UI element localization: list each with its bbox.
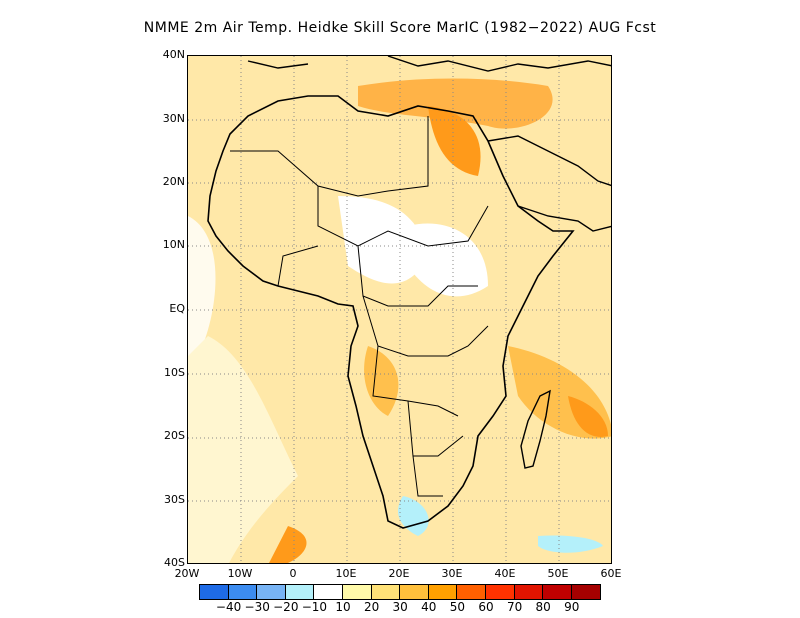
colorbar-label: 90: [564, 600, 580, 614]
colorbar-label: 30: [392, 600, 408, 614]
lon-label: 10W: [227, 567, 253, 580]
colorbar-swatch: [314, 585, 343, 599]
lon-label: 20E: [388, 567, 410, 580]
colorbar-label: 10: [335, 600, 351, 614]
colorbar-label: 80: [535, 600, 551, 614]
lat-label: 40N: [162, 48, 185, 61]
colorbar-swatch: [514, 585, 544, 599]
lat-label: 20S: [164, 429, 185, 442]
colorbar-label: −30: [244, 600, 270, 614]
lon-label: 60E: [600, 567, 622, 580]
colorbar-label: 70: [506, 600, 523, 614]
lat-label: 40S: [164, 556, 185, 569]
lat-label: 20N: [162, 175, 185, 188]
colorbar-swatch: [457, 585, 486, 599]
skill-map: [188, 56, 611, 563]
colorbar-label: −40: [215, 600, 242, 614]
lon-label: 30E: [441, 567, 463, 580]
lat-label: 30N: [162, 112, 185, 125]
lat-label: 10S: [164, 366, 185, 379]
europe-coast-outline: [247, 56, 611, 72]
colorbar-swatch: [543, 585, 572, 599]
colorbar-swatch: [200, 585, 229, 599]
arabian-peninsula-outline: [487, 135, 611, 232]
colorbar-swatch: [257, 585, 286, 599]
colorbar-swatch: [371, 585, 401, 599]
africa-coastline: [207, 95, 575, 529]
lon-label: 10E: [335, 567, 357, 580]
lat-lon-grid: [188, 56, 611, 563]
country-borders: [230, 116, 489, 497]
lon-label: 20W: [174, 567, 200, 580]
colorbar-swatch: [285, 585, 315, 599]
lon-label: 50E: [547, 567, 569, 580]
map-panel: [187, 55, 612, 564]
colorbar: [199, 584, 602, 600]
madagascar-outline: [520, 389, 551, 469]
colorbar-label: −10: [301, 600, 328, 614]
colorbar-label: −20: [273, 600, 299, 614]
lon-label: 40E: [494, 567, 516, 580]
colorbar-swatch: [485, 585, 515, 599]
lat-label: 30S: [164, 493, 185, 506]
colorbar-label: 20: [363, 600, 380, 614]
colorbar-swatch: [428, 585, 458, 599]
colorbar-swatch: [342, 585, 372, 599]
colorbar-swatch: [400, 585, 429, 599]
colorbar-label: 40: [421, 600, 437, 614]
colorbar-swatch: [228, 585, 258, 599]
lat-label: 10N: [162, 238, 185, 251]
lon-label: 0: [289, 567, 297, 580]
lat-label: EQ: [169, 302, 185, 315]
colorbar-swatch: [571, 585, 601, 599]
colorbar-label: 60: [478, 600, 494, 614]
colorbar-label: 50: [449, 600, 466, 614]
map-title: NMME 2m Air Temp. Heidke Skill Score Mar…: [143, 20, 657, 36]
